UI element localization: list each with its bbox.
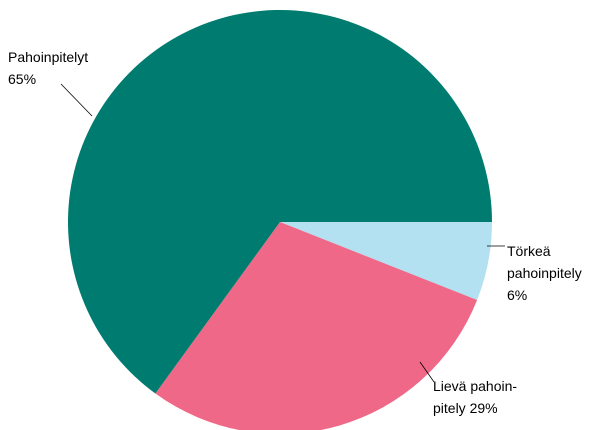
pie-slice-t-rke-pahoinpitely: [280, 222, 492, 301]
slice-label-line: Törkeä: [507, 243, 551, 259]
slice-label-line: Lievä pahoin-: [433, 378, 517, 394]
slice-label-line: pitely 29%: [433, 400, 498, 416]
slice-label-line: pahoinpitely: [507, 265, 582, 281]
leader-line: [419, 361, 435, 383]
slice-label-line: 65%: [8, 71, 36, 87]
slice-label: Lievä pahoin-pitely 29%: [433, 378, 517, 416]
leader-line: [60, 83, 93, 117]
slice-label-line: 6%: [507, 287, 527, 303]
slice-label: Pahoinpitelyt 65%: [8, 49, 88, 87]
slice-label: Törkeä pahoinpitely 6%: [507, 243, 582, 303]
slice-label-line: Pahoinpitelyt: [8, 49, 88, 65]
pie-slice-liev-pahoinpitely: [155, 222, 478, 430]
pie-slice-pahoinpitelyt: [68, 9, 493, 394]
